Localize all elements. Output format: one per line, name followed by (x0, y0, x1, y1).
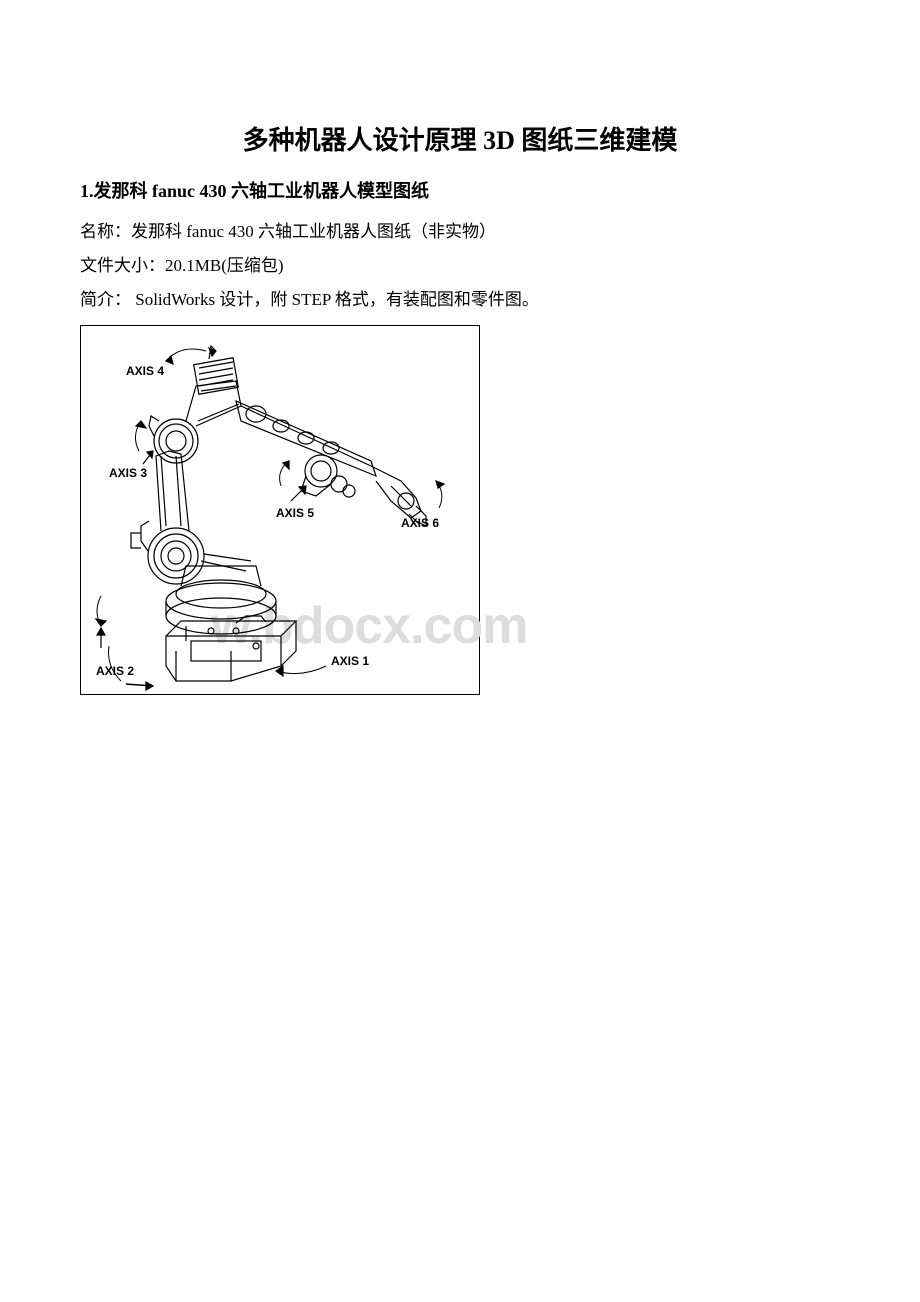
page-title: 多种机器人设计原理 3D 图纸三维建模 (80, 120, 840, 157)
axis-1-label: AXIS 1 (331, 654, 369, 668)
filesize-line: 文件大小：20.1MB(压缩包) (80, 249, 840, 283)
axis-6-label: AXIS 6 (401, 516, 439, 530)
description-label: 简介： (80, 290, 131, 309)
description-value: SolidWorks 设计，附 STEP 格式，有装配图和零件图。 (131, 290, 539, 309)
name-value: 发那科 fanuc 430 六轴工业机器人图纸（非实物） (131, 222, 496, 241)
name-label: 名称： (80, 222, 131, 241)
section-subtitle: 1.发那科 fanuc 430 六轴工业机器人模型图纸 (80, 177, 840, 203)
name-line: 名称：发那科 fanuc 430 六轴工业机器人图纸（非实物） (80, 215, 840, 249)
axis-3-label: AXIS 3 (109, 466, 147, 480)
axis-5-label: AXIS 5 (276, 506, 314, 520)
axis-2-label: AXIS 2 (96, 664, 134, 678)
filesize-value: 20.1MB(压缩包) (165, 256, 284, 275)
description-line: 简介： SolidWorks 设计，附 STEP 格式，有装配图和零件图。 (80, 283, 840, 317)
axis-4-label: AXIS 4 (126, 364, 164, 378)
robot-figure: w.bdocx.com (80, 325, 480, 695)
filesize-label: 文件大小： (80, 256, 165, 275)
